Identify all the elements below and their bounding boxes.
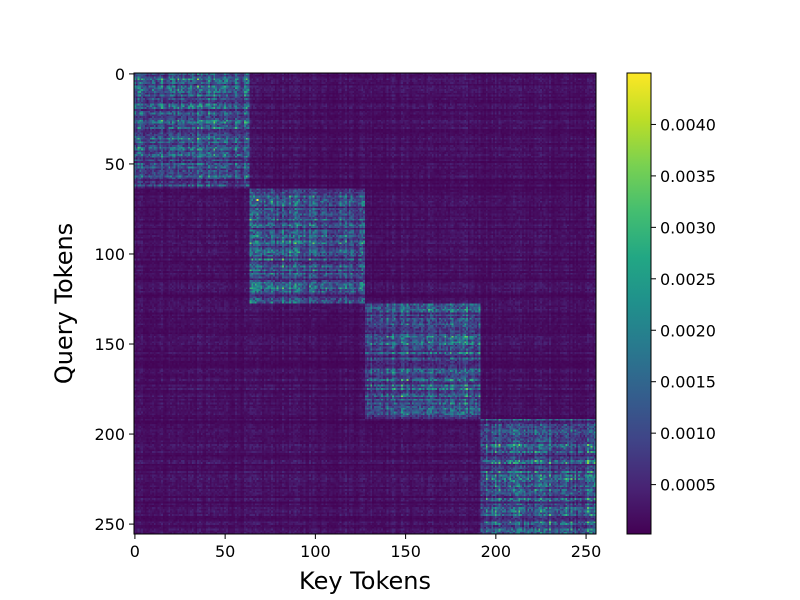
colorbar-ticks: 0.0005 0.0010 0.0015 0.0020 0.0025 0.0030 0.00…	[651, 115, 716, 495]
x-tick-label: 100	[300, 542, 331, 561]
heatmap-frame	[133, 72, 597, 535]
y-tick-label: 50	[105, 155, 125, 174]
colorbar-frame	[626, 72, 652, 535]
y-tick-label: 200	[94, 425, 125, 444]
y-tick-label: 250	[94, 515, 125, 534]
colorbar-tick-label: 0.0015	[660, 373, 716, 392]
x-tick-label: 0	[130, 542, 140, 561]
x-tick-label: 200	[481, 542, 512, 561]
colorbar-tick-label: 0.0035	[660, 167, 716, 186]
colorbar-tick-label: 0.0020	[660, 321, 716, 340]
y-axis-label: Query Tokens	[50, 223, 78, 384]
x-tick-label: 250	[571, 542, 602, 561]
heatmap-plot-area	[133, 72, 597, 535]
x-tick-label: 50	[215, 542, 235, 561]
x-axis-label: Key Tokens	[299, 567, 431, 595]
colorbar: 0.0005 0.0010 0.0015 0.0020 0.0025 0.0030 0.00…	[626, 72, 716, 535]
colorbar-tick-label: 0.0005	[660, 476, 716, 495]
colorbar-tick-label: 0.0010	[660, 424, 716, 443]
heatmap-image	[134, 73, 596, 534]
colorbar-tick-label: 0.0040	[660, 115, 716, 134]
colorbar-tick-label: 0.0030	[660, 218, 716, 237]
x-tick-label: 150	[390, 542, 421, 561]
colorbar-tick-label: 0.0025	[660, 270, 716, 289]
y-axis-ticks: 0 50 100 150 200 250	[94, 65, 134, 534]
y-tick-label: 150	[94, 335, 125, 354]
y-tick-label: 0	[115, 65, 125, 84]
x-axis-ticks: 0 50 100 150 200 250	[130, 534, 602, 561]
colorbar-gradient	[627, 73, 651, 534]
y-tick-label: 100	[94, 245, 125, 264]
